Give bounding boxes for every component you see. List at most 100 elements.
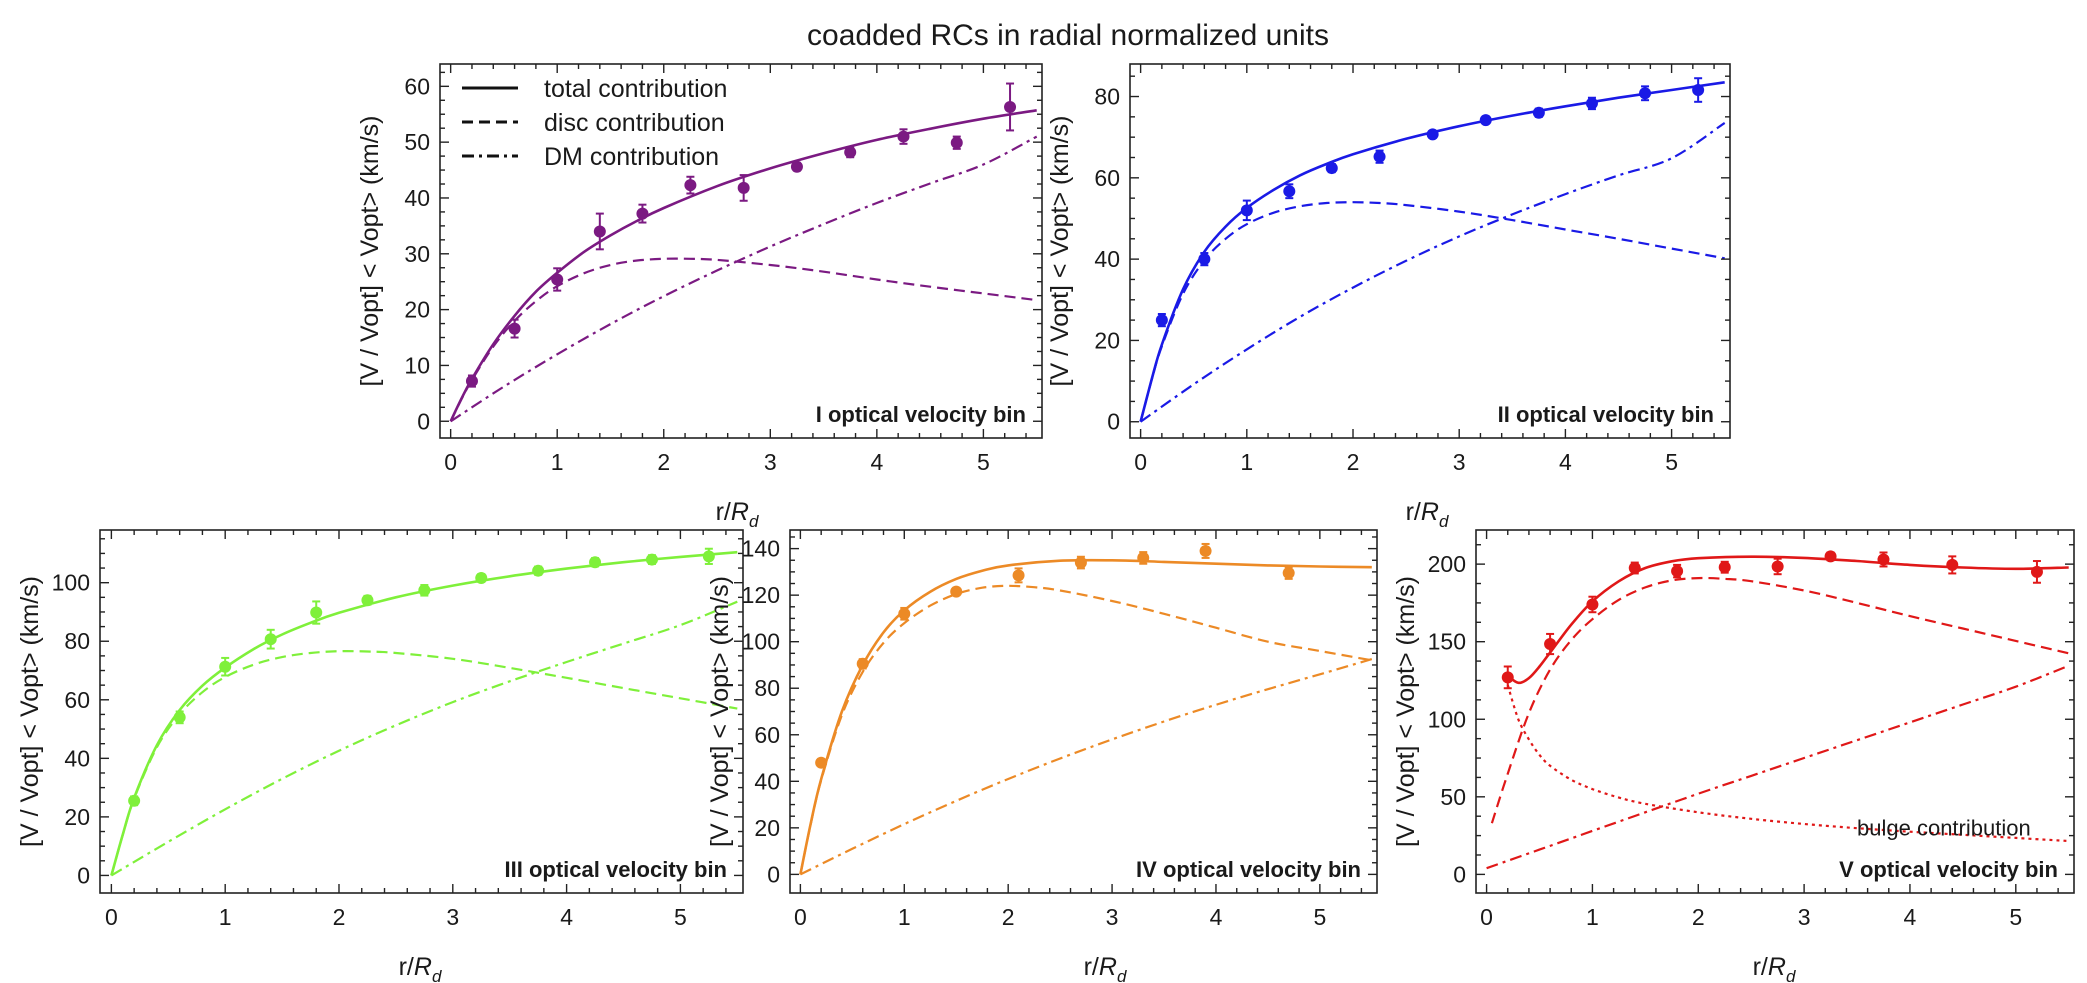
data-point xyxy=(737,181,750,194)
data-point xyxy=(1586,598,1599,611)
x-tick-label: 1 xyxy=(1586,904,1599,930)
data-point xyxy=(418,584,431,597)
x-axis-label: r/Rd xyxy=(1406,498,1449,531)
x-tick-label: 5 xyxy=(1313,904,1326,930)
y-tick-label: 50 xyxy=(1440,784,1466,810)
data-point xyxy=(1501,671,1514,684)
x-tick-label: 4 xyxy=(1904,904,1917,930)
x-axis-label-sub: d xyxy=(749,512,759,531)
y-tick-label: 30 xyxy=(404,241,430,267)
disc-contribution-curve xyxy=(799,584,1372,875)
DM-contribution-curve xyxy=(1139,121,1726,423)
data-point xyxy=(950,136,963,149)
data-point xyxy=(645,553,658,566)
y-tick-label: 60 xyxy=(754,722,780,748)
bulge-annotation: bulge contribution xyxy=(1857,816,2031,841)
legend-label: disc contribution xyxy=(544,109,725,137)
data-point xyxy=(173,711,186,724)
x-tick-label: 3 xyxy=(1106,904,1119,930)
figure-title: coadded RCs in radial normalized units xyxy=(807,19,1329,52)
data-point xyxy=(1532,106,1545,119)
x-axis-label-symbol: R xyxy=(731,498,749,526)
x-tick-label: 2 xyxy=(333,904,346,930)
disc-contribution-curve xyxy=(1490,576,2069,824)
x-axis-label-sub: d xyxy=(1439,512,1449,531)
y-tick-label: 20 xyxy=(404,297,430,323)
data-point xyxy=(128,794,141,807)
y-tick-label: 0 xyxy=(77,862,90,888)
data-point xyxy=(1155,314,1168,327)
data-point xyxy=(1012,569,1025,582)
y-tick-label: 60 xyxy=(1094,165,1120,191)
data-point xyxy=(475,572,488,585)
legend-label: total contribution xyxy=(544,75,727,103)
panel-ii: 0 1 2 3 4 5 0 20 40 60 80 II optical velocity bin r/… xyxy=(1046,63,1731,531)
y-tick-label: 80 xyxy=(754,675,780,701)
data-point xyxy=(1671,565,1684,578)
x-axis-label-symbol: R xyxy=(1099,953,1117,981)
x-tick-label: 1 xyxy=(898,904,911,930)
y-tick-label: 0 xyxy=(767,861,780,887)
data-point xyxy=(1199,544,1212,557)
total-contribution-curve xyxy=(1506,555,2069,685)
data-point xyxy=(1325,162,1338,175)
DM-contribution-curve xyxy=(1486,664,2070,870)
x-tick-label: 4 xyxy=(560,904,573,930)
x-axis-label: r/Rd xyxy=(399,953,442,983)
DM-contribution-curve xyxy=(110,600,738,877)
bin-label: IV optical velocity bin xyxy=(1136,857,1361,882)
x-axis-label-symbol: R xyxy=(1421,498,1439,526)
x-tick-label: 0 xyxy=(1480,904,1493,930)
disc-contribution-curve xyxy=(1139,201,1725,422)
y-tick-label: 200 xyxy=(1428,551,1466,577)
data-point xyxy=(1877,553,1890,566)
y-tick-label: 120 xyxy=(742,582,780,608)
panel-iii: 0 1 2 3 4 5 0 20 40 60 80 100 III optical velocity b… xyxy=(16,529,744,983)
data-point xyxy=(898,607,911,620)
x-tick-label: 0 xyxy=(1134,449,1147,475)
data-point xyxy=(1283,185,1296,198)
DM-contribution-curve xyxy=(450,135,1038,423)
y-tick-label: 40 xyxy=(1094,246,1120,272)
x-tick-label: 1 xyxy=(219,904,232,930)
y-tick-label: 150 xyxy=(1428,629,1466,655)
x-tick-label: 3 xyxy=(1453,449,1466,475)
legend-label: DM contribution xyxy=(544,143,719,171)
data-point xyxy=(790,160,803,173)
data-point xyxy=(1628,562,1641,575)
x-tick-label: 3 xyxy=(764,449,777,475)
y-tick-label: 40 xyxy=(64,745,90,771)
DM-contribution-curve xyxy=(799,658,1373,876)
x-tick-label: 4 xyxy=(1210,904,1223,930)
disc-contribution-curve xyxy=(110,650,738,876)
x-tick-label: 3 xyxy=(446,904,459,930)
data-point xyxy=(856,657,869,670)
data-point xyxy=(1074,556,1087,569)
x-tick-label: 4 xyxy=(1559,449,1572,475)
total-contribution-curve xyxy=(1139,81,1725,423)
data-point xyxy=(1373,150,1386,163)
y-axis-label: [V / Vopt] < Vopt> (km/s) xyxy=(1046,116,1074,387)
x-axis-label-main: r/ xyxy=(716,498,731,526)
data-point xyxy=(589,556,602,569)
total-contribution-curve xyxy=(110,550,738,876)
data-point xyxy=(1544,638,1557,651)
data-point xyxy=(1692,84,1705,97)
x-axis-label-main: r/ xyxy=(1084,953,1099,981)
data-point xyxy=(2030,565,2043,578)
data-point xyxy=(702,550,715,563)
data-point xyxy=(1718,561,1731,574)
x-tick-label: 2 xyxy=(657,449,670,475)
data-point xyxy=(532,564,545,577)
y-axis-label: [V / Vopt] < Vopt> (km/s) xyxy=(16,576,44,847)
x-tick-label: 5 xyxy=(1665,449,1678,475)
plot-frame xyxy=(789,529,1378,894)
data-point xyxy=(950,585,963,598)
x-tick-label: 5 xyxy=(2009,904,2022,930)
data-point xyxy=(636,207,649,220)
x-tick-label: 2 xyxy=(1347,449,1360,475)
data-point xyxy=(844,146,857,159)
y-tick-label: 20 xyxy=(1094,327,1120,353)
